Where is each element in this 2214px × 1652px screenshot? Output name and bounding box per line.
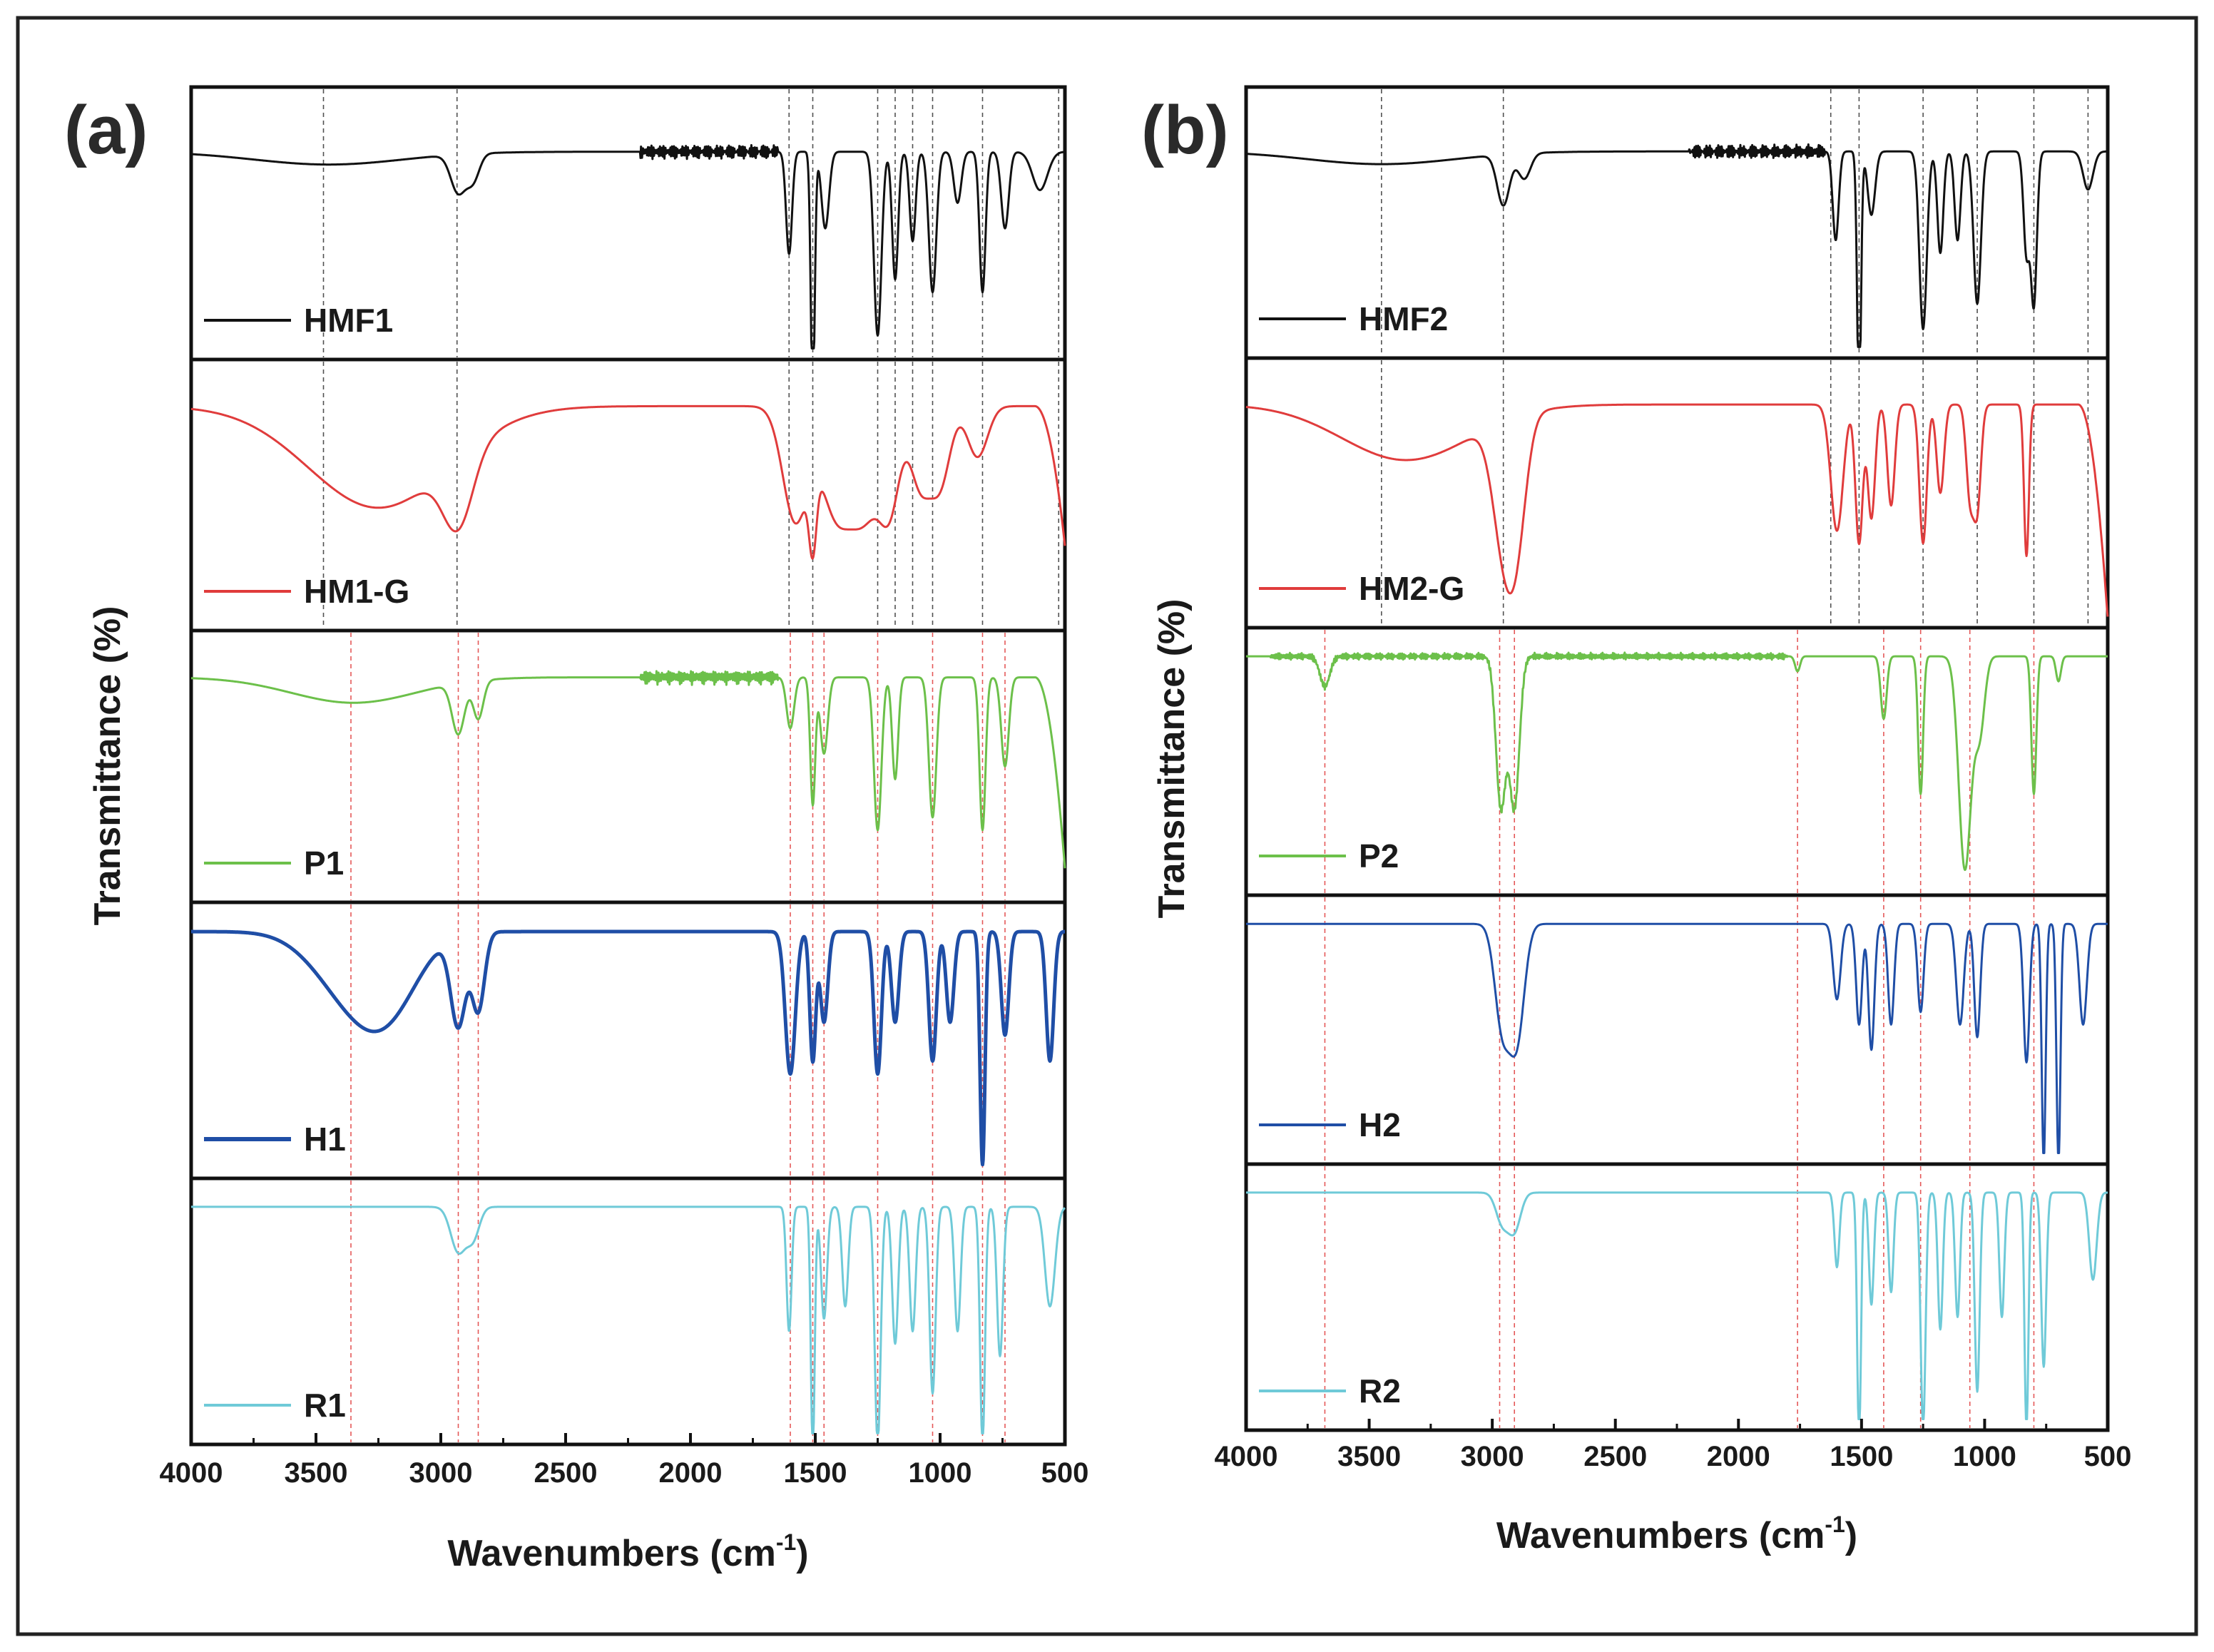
spectrum-r1	[190, 1205, 1066, 1434]
spectrum-hm2-g	[1245, 403, 2109, 617]
x-tick-label: 2500	[1583, 1441, 1647, 1472]
x-axis-title-close: )	[1845, 1515, 1857, 1556]
x-tick-label: 4000	[160, 1457, 223, 1489]
x-tick-label: 3500	[285, 1457, 348, 1489]
x-axis-title-main: Wavenumbers (cm	[1496, 1515, 1825, 1556]
y-axis-title: Transmittance (%)	[87, 606, 128, 926]
x-tick-label: 1500	[784, 1457, 847, 1489]
legend-label: H2	[1359, 1106, 1401, 1143]
spectrum-h2	[1245, 922, 2108, 1154]
spectrum-r2	[1245, 1191, 2108, 1420]
x-tick-label: 3000	[409, 1457, 473, 1489]
x-tick-label: 500	[2084, 1441, 2132, 1472]
x-tick-label: 4000	[1215, 1441, 1278, 1472]
spectrum-h1	[190, 929, 1066, 1167]
legend-label: HM2-G	[1359, 570, 1464, 607]
legend-label: H1	[304, 1121, 346, 1158]
panel-a: (a) HMF1 HM1-G P1 H1 R1 4000 3500 3000 2500 2000 15…	[64, 85, 1089, 1574]
panel-label: (a)	[64, 92, 148, 168]
y-axis-title: Transmittance (%)	[1151, 599, 1193, 919]
x-tick-label: 2000	[1707, 1441, 1770, 1472]
legend-label: P2	[1359, 837, 1399, 875]
x-tick-label: 500	[1041, 1457, 1089, 1489]
x-tick-label: 1000	[909, 1457, 972, 1489]
spectrum-hmf1	[190, 144, 1066, 350]
figure-border	[16, 16, 2198, 1636]
spectrum-p2	[1245, 651, 2108, 872]
panel-label: (b)	[1141, 92, 1229, 168]
x-axis-title-sup: -1	[776, 1529, 796, 1555]
x-tick-label: 1500	[1830, 1441, 1893, 1472]
x-tick-label: 1000	[1953, 1441, 2016, 1472]
x-tick-label: 3000	[1461, 1441, 1524, 1472]
legend-label: R1	[304, 1387, 346, 1424]
x-tick-label: 3500	[1337, 1441, 1401, 1472]
x-axis-title: Wavenumbers (cm-1)	[447, 1529, 808, 1574]
legend-label: HMF2	[1359, 300, 1448, 337]
x-tick-label: 2500	[534, 1457, 598, 1489]
subplot-hm2-g: HM2-G	[1244, 356, 2110, 630]
panel-b: (b) HMF2 HM2-G P2 H2 R2 4000 3500 3000 2500 2000 15…	[1141, 85, 2132, 1556]
legend-label: HMF1	[304, 302, 393, 339]
spectrum-hm1-g	[190, 404, 1066, 560]
x-axis-title: Wavenumbers (cm-1)	[1496, 1511, 1857, 1556]
spectrum-hmf2	[1245, 143, 2108, 348]
x-axis-title-sup: -1	[1825, 1511, 1845, 1537]
legend-label: P1	[304, 845, 344, 882]
x-axis-title-main: Wavenumbers (cm	[447, 1533, 775, 1574]
x-axis-title-close: )	[796, 1533, 808, 1574]
spectrum-p1	[190, 670, 1066, 869]
x-tick-label: 2000	[659, 1457, 723, 1489]
legend-label: HM1-G	[304, 573, 409, 610]
legend-label: R2	[1359, 1372, 1401, 1409]
panels: (a) HMF1 HM1-G P1 H1 R1 4000 3500 3000 2500 2000 15…	[64, 85, 2132, 1574]
